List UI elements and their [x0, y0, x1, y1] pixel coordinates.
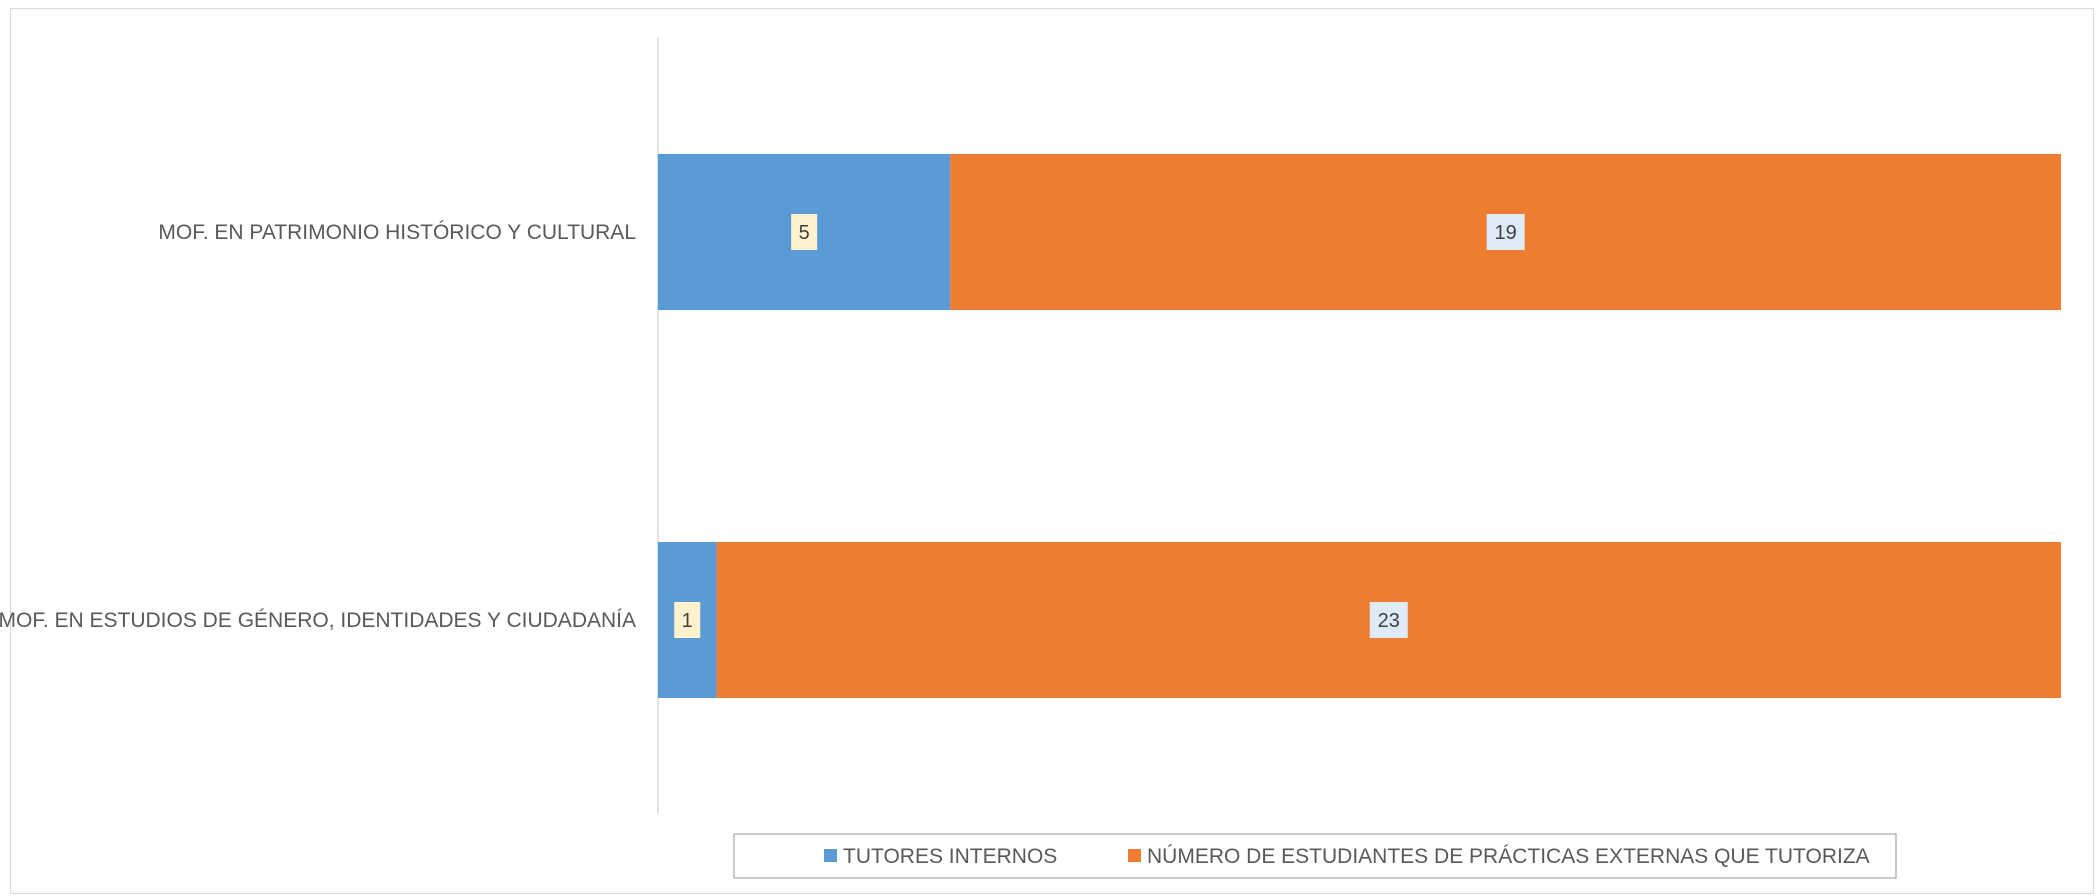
data-label-series0-cat0: 5 [799, 222, 810, 244]
labels-group: MOF. EN PATRIMONIO HISTÓRICO Y CULTURAL 5… [0, 214, 1525, 638]
legend-swatch-1 [1128, 849, 1141, 862]
data-label-bg-series1-cat0 [1486, 214, 1525, 250]
legend: TUTORES INTERNOS NÚMERO DE ESTUDIANTES DE… [733, 833, 1897, 879]
legend-box [733, 833, 1897, 879]
legend-label-1: NÚMERO DE ESTUDIANTES DE PRÁCTICAS EXTER… [1147, 845, 1870, 868]
data-label-series0-cat1: 1 [682, 610, 693, 632]
category-label-0: MOF. EN PATRIMONIO HISTÓRICO Y CULTURAL [158, 221, 636, 244]
legend-swatch-0 [824, 849, 837, 862]
bars-group [658, 154, 2062, 698]
data-label-series1-cat0: 19 [1495, 222, 1517, 244]
legend-label-0: TUTORES INTERNOS [843, 845, 1057, 868]
data-label-series1-cat1: 23 [1378, 610, 1400, 632]
data-label-bg-series0-cat0 [791, 214, 818, 250]
data-label-bg-series1-cat1 [1369, 602, 1408, 638]
data-label-bg-series0-cat1 [674, 602, 701, 638]
category-label-1: MOF. EN ESTUDIOS DE GÉNERO, IDENTIDADES … [0, 609, 636, 632]
